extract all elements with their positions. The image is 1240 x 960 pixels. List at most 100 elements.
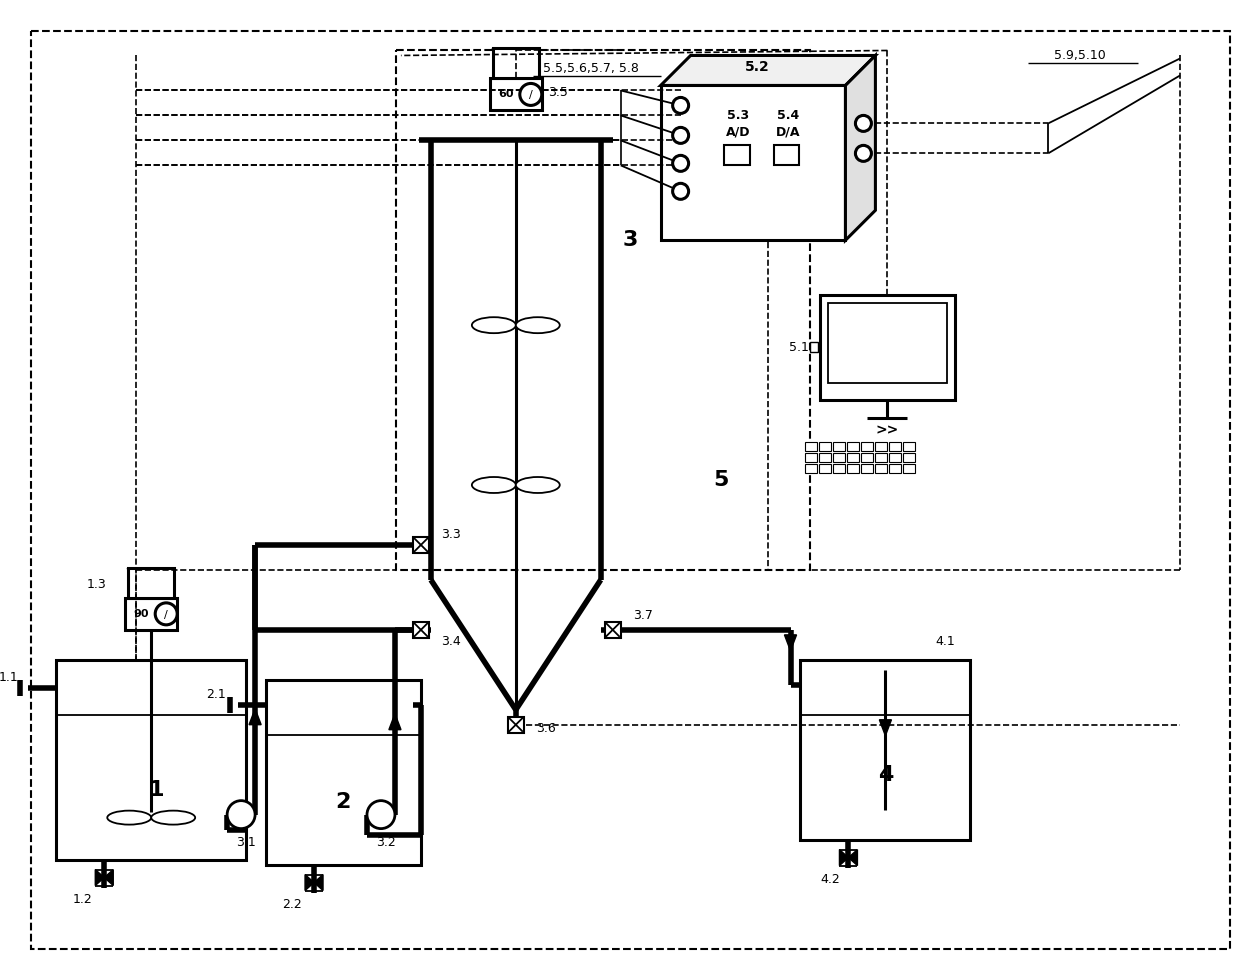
- Bar: [125, 598, 177, 630]
- Bar: [828, 303, 947, 383]
- Bar: [820, 442, 832, 451]
- Circle shape: [672, 183, 688, 200]
- Text: 5.2: 5.2: [745, 60, 770, 75]
- Ellipse shape: [151, 810, 195, 825]
- Text: 1.2: 1.2: [72, 893, 92, 906]
- Polygon shape: [846, 56, 875, 240]
- Circle shape: [672, 128, 688, 143]
- Bar: [413, 537, 429, 553]
- Circle shape: [672, 156, 688, 171]
- Text: 4: 4: [878, 765, 893, 784]
- Text: 5.4: 5.4: [777, 108, 800, 122]
- Bar: [413, 622, 429, 637]
- Bar: [128, 568, 174, 598]
- Polygon shape: [389, 713, 401, 730]
- Text: 2.1: 2.1: [206, 688, 226, 701]
- Bar: [605, 622, 621, 637]
- Ellipse shape: [516, 317, 559, 333]
- Bar: [889, 442, 901, 451]
- Text: 4.2: 4.2: [821, 873, 841, 886]
- Polygon shape: [661, 56, 875, 85]
- Polygon shape: [879, 720, 892, 735]
- Bar: [774, 145, 800, 165]
- Circle shape: [155, 603, 177, 625]
- Bar: [847, 442, 859, 451]
- Text: 3.7: 3.7: [632, 610, 652, 622]
- Text: 5.3: 5.3: [728, 108, 750, 122]
- Bar: [806, 453, 817, 462]
- Bar: [847, 453, 859, 462]
- Text: 90: 90: [134, 609, 149, 619]
- Bar: [889, 453, 901, 462]
- Bar: [806, 442, 817, 451]
- Ellipse shape: [472, 477, 516, 493]
- Bar: [801, 660, 971, 840]
- Bar: [396, 51, 811, 570]
- Polygon shape: [839, 850, 848, 866]
- Bar: [833, 442, 846, 451]
- Text: 1.1: 1.1: [0, 671, 19, 684]
- Bar: [875, 442, 888, 451]
- Text: 5: 5: [713, 470, 728, 490]
- Text: 3.2: 3.2: [376, 836, 396, 849]
- Bar: [862, 464, 873, 473]
- Circle shape: [520, 84, 542, 106]
- Circle shape: [227, 801, 255, 828]
- Bar: [508, 717, 523, 732]
- Polygon shape: [305, 875, 314, 891]
- Ellipse shape: [516, 477, 559, 493]
- Bar: [833, 464, 846, 473]
- Bar: [820, 464, 832, 473]
- Bar: [806, 464, 817, 473]
- Text: 3.4: 3.4: [441, 636, 460, 648]
- Text: 1: 1: [149, 780, 164, 800]
- Text: 1.3: 1.3: [87, 578, 107, 591]
- Polygon shape: [848, 850, 857, 866]
- Polygon shape: [104, 870, 113, 885]
- Bar: [875, 464, 888, 473]
- Polygon shape: [249, 708, 262, 725]
- Circle shape: [856, 115, 872, 132]
- Text: D/A: D/A: [776, 126, 801, 139]
- Text: 3.5: 3.5: [548, 86, 568, 99]
- Ellipse shape: [472, 317, 516, 333]
- Text: /: /: [529, 90, 533, 101]
- Text: /: /: [165, 610, 169, 620]
- Circle shape: [856, 145, 872, 161]
- Bar: [267, 680, 420, 865]
- Bar: [904, 453, 915, 462]
- Polygon shape: [785, 635, 796, 651]
- Bar: [56, 660, 246, 859]
- Text: 4.1: 4.1: [935, 636, 955, 648]
- Text: 5.9,5.10: 5.9,5.10: [1054, 49, 1106, 62]
- Circle shape: [367, 801, 396, 828]
- Text: 3.3: 3.3: [441, 528, 460, 541]
- Text: 2.2: 2.2: [283, 898, 301, 911]
- Polygon shape: [314, 875, 324, 891]
- Bar: [724, 145, 749, 165]
- Bar: [862, 453, 873, 462]
- Bar: [661, 85, 846, 240]
- Bar: [847, 464, 859, 473]
- Text: 3.1: 3.1: [237, 836, 255, 849]
- Text: A/D: A/D: [727, 126, 750, 139]
- Bar: [889, 464, 901, 473]
- Bar: [820, 453, 832, 462]
- Text: 3.6: 3.6: [536, 722, 556, 735]
- Text: >>: >>: [875, 423, 899, 437]
- Bar: [490, 79, 542, 110]
- Text: 5.1: 5.1: [789, 341, 808, 353]
- Text: 60: 60: [498, 89, 513, 100]
- Bar: [875, 453, 888, 462]
- Text: 2: 2: [335, 792, 351, 811]
- Polygon shape: [95, 870, 104, 885]
- Circle shape: [672, 97, 688, 113]
- Text: 3: 3: [622, 230, 639, 251]
- Bar: [811, 342, 818, 352]
- Bar: [492, 49, 539, 79]
- Bar: [904, 464, 915, 473]
- Bar: [821, 296, 955, 400]
- Bar: [862, 442, 873, 451]
- Bar: [904, 442, 915, 451]
- Bar: [833, 453, 846, 462]
